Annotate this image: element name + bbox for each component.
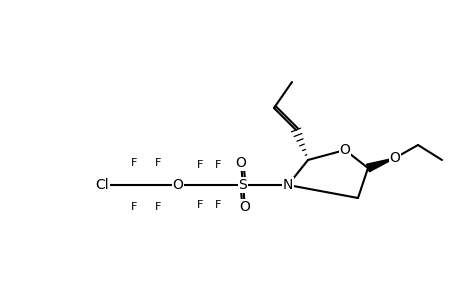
- Text: O: O: [172, 178, 183, 192]
- Text: F: F: [130, 158, 137, 168]
- Text: F: F: [214, 200, 221, 210]
- Text: O: O: [339, 143, 350, 157]
- Text: O: O: [389, 151, 400, 165]
- Text: S: S: [238, 178, 247, 192]
- Text: Cl: Cl: [95, 178, 109, 192]
- Text: O: O: [235, 156, 246, 170]
- Text: F: F: [196, 160, 203, 170]
- Text: N: N: [282, 178, 292, 192]
- Text: F: F: [214, 160, 221, 170]
- Text: F: F: [130, 202, 137, 212]
- Text: F: F: [155, 202, 161, 212]
- Text: F: F: [155, 158, 161, 168]
- Text: O: O: [239, 200, 250, 214]
- Text: F: F: [196, 200, 203, 210]
- Polygon shape: [366, 158, 394, 172]
